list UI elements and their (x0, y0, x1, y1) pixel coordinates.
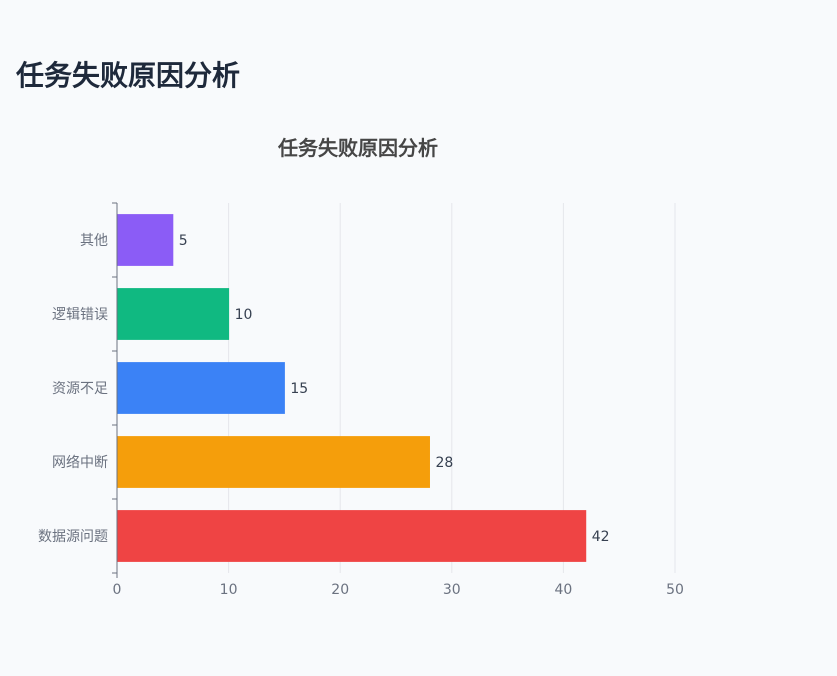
bar (117, 436, 430, 488)
bar (117, 362, 285, 414)
y-category-label: 其他 (80, 233, 108, 249)
x-tick-label: 30 (443, 582, 461, 598)
x-tick-label: 0 (113, 582, 122, 598)
x-tick-label: 20 (331, 582, 349, 598)
y-category-label: 逻辑错误 (52, 307, 108, 323)
data-label: 5 (179, 233, 188, 249)
labels: 0 10 20 30 40 50 数据源问题 42 网络中断 28 资源不足 15 逻辑错误 10 其他 5 (38, 233, 684, 598)
chart-title: 任务失败原因分析 (277, 136, 438, 160)
x-tick-label: 50 (666, 582, 684, 598)
bar (117, 214, 174, 266)
axes (112, 202, 118, 578)
bars (117, 214, 587, 562)
page-title: 任务失败原因分析 (16, 59, 241, 92)
data-label: 15 (290, 381, 308, 397)
bar (117, 288, 230, 340)
x-tick-label: 40 (554, 582, 572, 598)
x-tick-label: 10 (220, 582, 238, 598)
y-category-label: 资源不足 (52, 381, 108, 397)
data-label: 10 (235, 307, 253, 323)
y-category-label: 网络中断 (52, 455, 108, 471)
bar (117, 510, 587, 562)
data-label: 42 (592, 529, 610, 545)
data-label: 28 (435, 455, 453, 471)
y-category-label: 数据源问题 (38, 529, 108, 545)
